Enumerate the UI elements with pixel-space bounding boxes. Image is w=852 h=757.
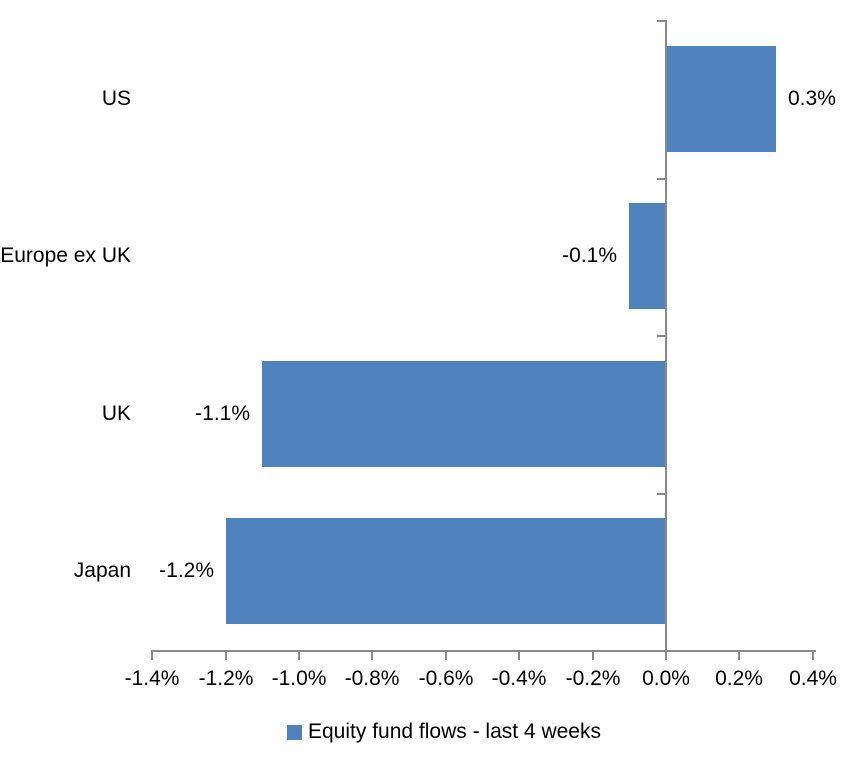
x-axis-tick	[298, 650, 300, 660]
x-axis-line	[151, 650, 816, 652]
value-label-uk: -1.1%	[195, 401, 250, 425]
y-axis-line	[665, 20, 667, 652]
x-axis-tick-label: -0.6%	[418, 667, 474, 690]
bar-japan	[226, 518, 666, 624]
bar-uk	[262, 361, 666, 467]
legend: Equity fund flows - last 4 weeks	[287, 720, 601, 744]
x-axis-tick-label: -1.2%	[198, 667, 254, 690]
category-label-us: US	[101, 86, 131, 110]
x-axis-tick	[151, 650, 153, 660]
x-axis-tick-label: 0.2%	[715, 667, 763, 690]
x-axis-tick-label: -1.0%	[271, 667, 327, 690]
x-axis-tick-label: -0.2%	[565, 667, 621, 690]
y-axis-tick	[657, 20, 665, 22]
category-label-japan: Japan	[73, 559, 131, 583]
y-axis-tick	[657, 335, 665, 337]
x-axis-tick-label: -0.4%	[491, 667, 547, 690]
x-axis-tick	[665, 650, 667, 660]
x-axis-tick-label: 0.4%	[789, 667, 837, 690]
x-axis-tick	[812, 650, 814, 660]
legend-label: Equity fund flows - last 4 weeks	[308, 720, 601, 743]
y-axis-tick	[657, 178, 665, 180]
x-axis-tick-label: -0.8%	[344, 667, 400, 690]
legend-marker-square-icon	[287, 724, 302, 740]
category-label-uk: UK	[101, 401, 131, 425]
x-axis-tick	[518, 650, 520, 660]
value-label-japan: -1.2%	[159, 559, 214, 583]
bar-us	[666, 46, 776, 152]
x-axis-tick-label: -1.4%	[124, 667, 180, 690]
value-label-us: 0.3%	[788, 86, 836, 110]
bar-europe-ex-uk	[629, 203, 666, 309]
x-axis-tick	[445, 650, 447, 660]
x-axis-tick	[592, 650, 594, 660]
value-label-europe-ex-uk: -0.1%	[562, 244, 617, 268]
y-axis-tick	[657, 493, 665, 495]
x-axis-tick	[738, 650, 740, 660]
x-axis-tick-label: 0.0%	[642, 667, 690, 690]
x-axis-tick	[371, 650, 373, 660]
x-axis-tick	[225, 650, 227, 660]
category-label-europe-ex-uk: Europe ex UK	[0, 244, 131, 268]
